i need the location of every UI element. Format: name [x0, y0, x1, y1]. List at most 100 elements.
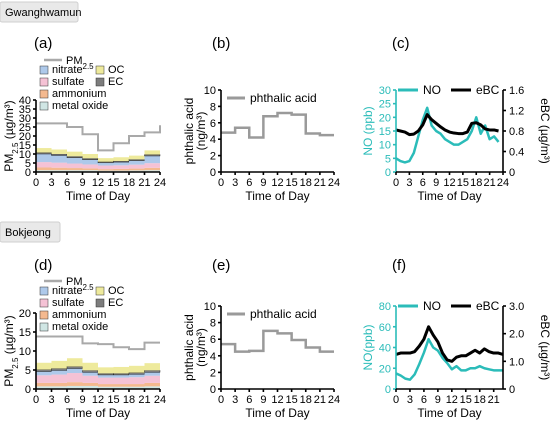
bar-ammonium-a [144, 167, 160, 171]
bar-EC-d [51, 368, 68, 371]
x-tick-label-b: 12 [271, 177, 283, 189]
site-tag-gwanghwamun: Gwanghwamun [0, 1, 81, 23]
bar-sulfate-d [51, 374, 67, 383]
legend-swatch-OC-a [95, 65, 105, 75]
y-tick-label-right-c: 0.8 [509, 126, 524, 138]
y-tick-label-left-f: 80 [379, 301, 391, 313]
y-tick-label-left-e: 10 [204, 301, 216, 313]
bar-nitrate-d [51, 370, 67, 375]
x-tick-label-e: 18 [300, 394, 312, 406]
legend-swatch-nitrate-a [39, 65, 49, 75]
x-tick-label-f: 3 [407, 394, 413, 406]
bar-metal-oxide-a [144, 170, 160, 172]
legend-label-ebc-c: eBC [476, 83, 500, 97]
bar-ammonium-a [98, 169, 114, 171]
bar-OC-d [82, 362, 98, 371]
legend-swatch-nitrate-d [39, 286, 49, 296]
x-tick-label-d: 9 [79, 394, 85, 406]
site-tag-bokjeong: Bokjeong [0, 221, 61, 243]
legend-swatch-EC-a [95, 77, 105, 87]
bar-ammonium-d [82, 382, 98, 386]
x-axis-title-a: Time of Day [66, 189, 130, 203]
legend-swatch-EC-d [95, 298, 105, 308]
y-axis-unit-e: (ng/m³) [194, 328, 208, 367]
bar-metal-oxide-a [36, 170, 52, 172]
x-tick-label-a: 18 [123, 177, 135, 189]
site-label-1: Gwanghwamun [5, 7, 81, 19]
bar-sulfate-d [113, 377, 129, 385]
x-tick-label-c: 0 [393, 177, 399, 189]
y-tick-label-left-b: 6 [210, 118, 216, 130]
y-tick-label-left-a: 10 [19, 149, 31, 161]
legend-swatch-sulfate-d [39, 298, 49, 308]
x-tick-label-a: 21 [138, 177, 150, 189]
bar-ammonium-d [51, 382, 67, 387]
x-tick-label-d: 15 [107, 394, 119, 406]
bar-metal-oxide-d [144, 386, 160, 389]
x-tick-label-f: 0 [393, 394, 399, 406]
legend-label-metal-oxide-a: metal oxide [52, 100, 108, 112]
x-axis-title-f: Time of Day [417, 406, 481, 420]
panel-letter-b: (b) [212, 35, 230, 52]
x-tick-label-e: 24 [328, 394, 340, 406]
y-axis-title-b: phthalic acid [182, 98, 196, 165]
x-tick-label-a: 9 [79, 177, 85, 189]
bar-OC-a [82, 154, 98, 159]
bar-nitrate-d [98, 374, 114, 378]
x-tick-label-e: 0 [218, 394, 224, 406]
panel-letter-f: (f) [392, 257, 406, 274]
x-tick-label-b: 9 [260, 177, 266, 189]
bar-sulfate-d [67, 373, 83, 383]
y-axis-title-e: phthalic acid [182, 314, 196, 381]
legend-swatch-ammonium-d [39, 310, 49, 320]
bar-sulfate-a [144, 163, 160, 168]
x-tick-label-f: 15 [460, 394, 472, 406]
x-tick-label-b: 21 [314, 177, 326, 189]
y-axis-title-right-f: eBC (µg/m³) [538, 315, 550, 381]
y-tick-label-left-b: 8 [210, 101, 216, 113]
x-tick-label-e: 9 [260, 394, 266, 406]
bar-metal-oxide-d [129, 386, 145, 389]
y-tick-label-left-c: 10 [379, 140, 391, 152]
y-tick-label-left-a: 0 [25, 167, 31, 179]
y-tick-label-left-e: 8 [210, 318, 216, 330]
legend-label-ammonium-d: ammonium [52, 309, 106, 321]
x-tick-label-b: 24 [328, 177, 340, 189]
bar-OC-d [51, 360, 67, 369]
bar-ammonium-a [51, 167, 67, 171]
bar-EC-a [82, 158, 99, 160]
bar-EC-a [113, 160, 130, 163]
bar-sulfate-a [129, 164, 145, 169]
bar-nitrate-a [129, 160, 145, 165]
y-tick-label-left-e: 0 [210, 384, 216, 396]
legend-label-pm25-a: PM2.5 [66, 55, 94, 71]
y-axis-title-left-f: NO(ppb) [361, 324, 375, 370]
x-tick-label-e: 12 [271, 394, 283, 406]
bar-OC-a [98, 158, 114, 162]
x-tick-label-c: 12 [443, 177, 455, 189]
y-tick-label-left-a: 25 [19, 122, 31, 134]
y-tick-label-left-e: 4 [210, 351, 216, 363]
bar-OC-a [129, 155, 145, 160]
y-tick-label-left-a: 40 [19, 95, 31, 107]
bar-ammonium-a [129, 168, 145, 171]
bar-sulfate-a [98, 165, 114, 170]
bar-EC-a [144, 154, 161, 157]
y-tick-label-left-c: 5 [385, 153, 391, 165]
bar-sulfate-a [36, 162, 52, 168]
bar-OC-d [67, 358, 83, 367]
x-tick-label-a: 15 [107, 177, 119, 189]
panel-letter-d: (d) [34, 257, 52, 274]
phthalic-line-b [221, 111, 334, 139]
legend-swatch-ammonium-a [39, 89, 49, 99]
x-tick-label-a: 6 [64, 177, 70, 189]
y-tick-label-right-f: 1.0 [509, 356, 524, 368]
bar-ammonium-d [67, 382, 83, 386]
bar-sulfate-d [129, 377, 145, 385]
bar-nitrate-a [82, 159, 98, 165]
x-tick-label-d: 3 [48, 394, 54, 406]
bar-EC-a [128, 159, 145, 161]
bar-sulfate-a [82, 164, 98, 169]
y-tick-label-left-b: 10 [204, 85, 216, 97]
x-tick-label-f: 6 [421, 394, 427, 406]
